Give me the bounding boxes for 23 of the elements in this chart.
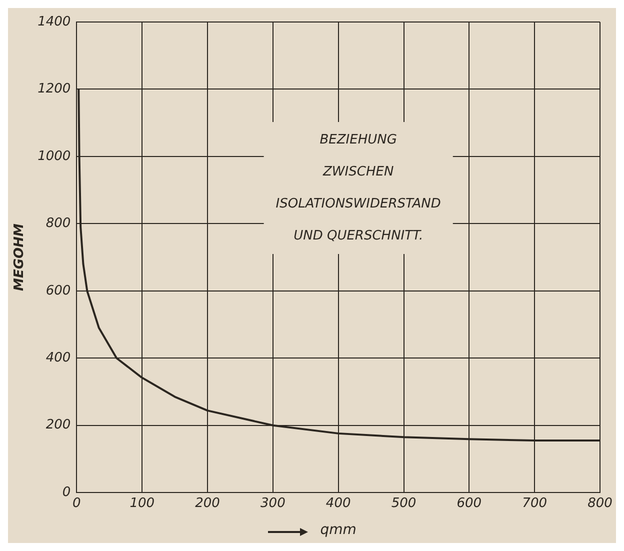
y-tick-label: 400: [46, 350, 71, 366]
x-tick-label: 200: [195, 496, 220, 511]
y-tick-label: 1400: [38, 14, 71, 30]
x-tick-label: 100: [130, 496, 155, 511]
y-tick-label: 800: [46, 216, 71, 232]
annotation: BEZIEHUNG: [320, 132, 397, 148]
x-tick-label: 0: [72, 496, 81, 511]
y-tick-label: 1000: [38, 148, 71, 164]
y-tick-label: 0: [62, 484, 71, 500]
x-tick-label: 800: [588, 496, 612, 511]
annotation: ZWISCHEN: [322, 164, 394, 180]
y-tick-label: 1200: [38, 82, 71, 97]
x-tick-label: 600: [456, 496, 482, 511]
y-axis-title: MEGOHM: [12, 224, 28, 291]
x-axis-title: qmm: [320, 522, 356, 538]
y-tick-label: 600: [46, 283, 71, 298]
x-tick-label: 500: [391, 496, 416, 511]
x-tick-label: 300: [260, 496, 286, 511]
annotation: ISOLATIONSWIDERSTAND: [276, 196, 441, 212]
y-tick-label: 200: [46, 418, 71, 433]
x-tick-label: 700: [522, 496, 547, 511]
annotation: UND QUERSCHNITT.: [294, 228, 424, 244]
x-tick-label: 400: [326, 496, 351, 511]
